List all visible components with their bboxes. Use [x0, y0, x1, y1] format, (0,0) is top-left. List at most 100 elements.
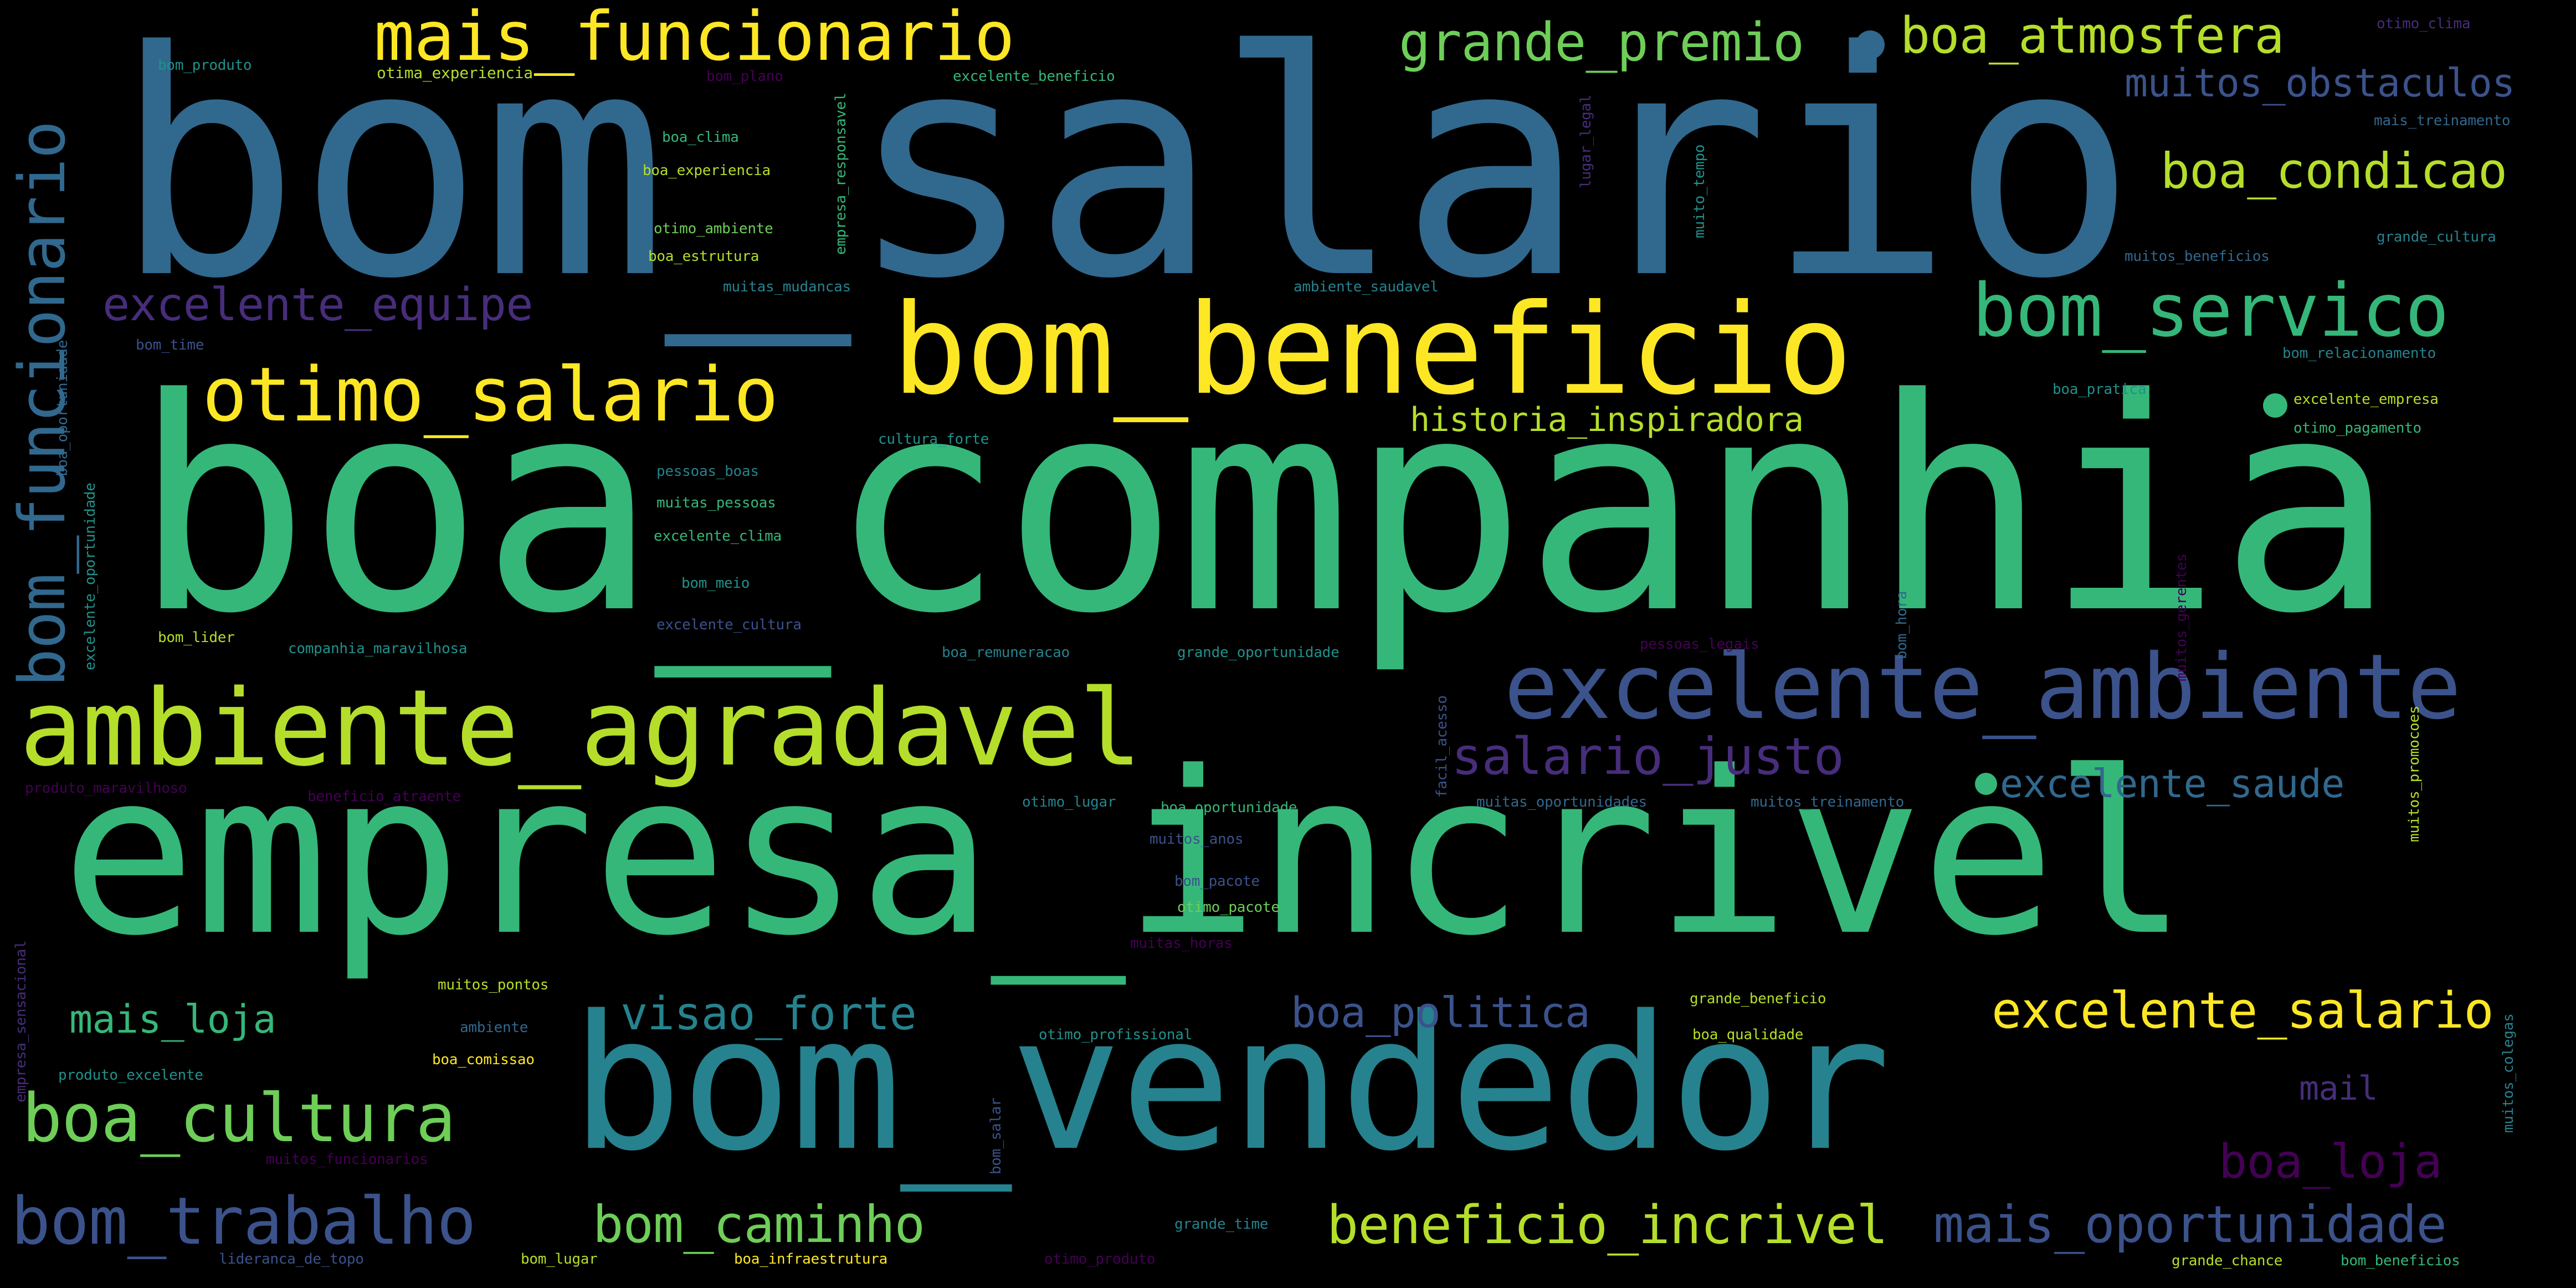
word-boa-cultura: boa_cultura — [22, 1080, 456, 1157]
dot-marker — [1975, 773, 1997, 795]
word-small: otimo_profissional — [1039, 1027, 1193, 1043]
word-salario-justo: salario_justo — [1451, 727, 1844, 786]
word-small: excelente_empresa — [2293, 391, 2439, 408]
word-small: bom_time — [136, 337, 204, 353]
word-small: excelente_beneficio — [953, 68, 1115, 85]
word-small: otimo_pacote — [1177, 899, 1280, 916]
word-boa-atmosfera: boa_atmosfera — [1900, 7, 2285, 65]
word-small: boa_remuneracao — [942, 644, 1070, 661]
word-excelente-salario: excelente_salario — [1992, 982, 2494, 1040]
word-mais-loja: mais_loja — [69, 997, 276, 1042]
word-bom-beneficio: bom_beneficio — [892, 278, 1853, 423]
word-small: ambiente — [460, 1019, 528, 1036]
word-small: muitas_mudancas — [723, 279, 851, 295]
word-small: boa_experiencia — [643, 162, 771, 179]
word-small: bom_lugar — [521, 1251, 598, 1268]
word-bom-vendedor: bom_vendedor — [571, 976, 1891, 1192]
word-small: bom_relacionamento — [2282, 345, 2436, 362]
word-small: muitos_anos — [1150, 831, 1244, 848]
word-small-vertical: bom_salar — [988, 1097, 1004, 1174]
word-boa-companhia: boa_companhia — [133, 336, 2396, 678]
word-otimo-salario: otimo_salario — [202, 351, 778, 438]
word-small-vertical: muitos_promocoes — [2406, 705, 2423, 842]
word-small: grande_chance — [2172, 1253, 2283, 1269]
word-small: boa_clima — [662, 129, 739, 146]
word-small: ambiente_saudavel — [1294, 279, 1439, 295]
word-small: pessoas_legais — [1640, 636, 1759, 653]
word-small: boa_qualidade — [1692, 1027, 1804, 1043]
word-small: boa_infraestrutura — [734, 1251, 888, 1268]
word-small: otimo_produto — [1044, 1251, 1156, 1268]
word-small-vertical: boa_oportunidade — [54, 340, 71, 476]
word-small-vertical: muito_tempo — [1691, 144, 1708, 238]
word-small: muitas_oportunidades — [1476, 794, 1647, 810]
word-small: grande_beneficio — [1690, 991, 1826, 1007]
word-bom-trabalho: bom_trabalho — [11, 1183, 476, 1259]
word-small: muitas_pessoas — [656, 495, 776, 511]
word-small-vertical: muitos_gerentes — [2173, 553, 2190, 681]
word-mail: mail — [2299, 1069, 2378, 1108]
word-small: grande_oportunidade — [1177, 644, 1340, 661]
word-small: muitos_beneficios — [2125, 248, 2270, 265]
word-small: bom_plano — [706, 68, 783, 85]
word-small: excelente_cultura — [656, 617, 802, 633]
word-small: boa_estrutura — [648, 248, 760, 265]
word-small-vertical: facil_acesso — [1434, 695, 1450, 798]
word-empresa-incrivel: empresa_incrivel — [61, 723, 2189, 985]
word-small-vertical: lugar_legal — [1578, 94, 1594, 188]
word-small: boa_comissao — [432, 1051, 535, 1068]
word-small: companhia_maravilhosa — [288, 640, 468, 657]
word-small: otima_experiencia — [377, 64, 533, 82]
word-small-vertical: muitos_colegas — [2500, 1013, 2517, 1133]
word-small: bom_meio — [681, 575, 750, 592]
word-boa-loja: boa_loja — [2219, 1135, 2442, 1189]
word-small: bom_produto — [158, 57, 252, 74]
word-small: cultura_forte — [878, 431, 989, 448]
word-small-vertical: excelente_oportunidade — [82, 483, 99, 670]
word-mais-oportunidade: mais_oportunidade — [1933, 1195, 2447, 1254]
word-small: muitas_horas — [1130, 935, 1233, 952]
word-small-vertical: empresa_sensacional — [13, 940, 29, 1102]
word-bom-salario: bom_salario — [114, 0, 2137, 347]
word-small: bom_pacote — [1174, 873, 1260, 890]
word-small: beneficio_atraente — [307, 788, 461, 805]
word-small: otimo_ambiente — [654, 220, 773, 237]
word-small: produto_maravilhoso — [25, 780, 187, 797]
word-small: boa_pratica — [2052, 381, 2147, 398]
word-boa-condicao: boa_condicao — [2161, 142, 2507, 199]
word-visao-forte: visao_forte — [620, 988, 917, 1040]
word-small: mais_treinamento — [2374, 112, 2511, 129]
word-small: pessoas_boas — [656, 463, 759, 480]
word-small: lideranca_de_topo — [219, 1251, 364, 1268]
word-historia-inspiradora: historia_inspiradora — [1410, 401, 1804, 439]
word-small: boa_oportunidade — [1161, 799, 1297, 816]
word-small: produto_excelente — [58, 1067, 203, 1084]
word-small: muitos_treinamento — [1751, 794, 1905, 810]
word-boa-politica: boa_politica — [1291, 988, 1590, 1037]
word-small: excelente_clima — [654, 528, 782, 545]
word-small: bom_lider — [158, 629, 235, 646]
word-small: bom_beneficios — [2341, 1253, 2460, 1269]
word-small: grande_time — [1174, 1216, 1269, 1233]
word-mais-funcionario: mais_funcionario — [374, 0, 1015, 76]
word-small: muitos_funcionarios — [266, 1151, 428, 1168]
word-excelente-saude: excelente_saude — [2000, 761, 2344, 807]
word-grande-premio: grande_premio — [1399, 12, 1804, 73]
word-small: otimo_pagamento — [2293, 420, 2421, 437]
word-muitos-obstaculos: muitos_obstaculos — [2125, 60, 2515, 106]
dot-marker — [2263, 393, 2287, 418]
word-bom-servico: bom_servico — [1972, 268, 2449, 353]
word-small: otimo_lugar — [1022, 794, 1116, 810]
word-small-vertical: bom_hora — [1893, 591, 1910, 659]
word-bom-caminho: bom_caminho — [593, 1195, 925, 1254]
word-excelente-equipe: excelente_equipe — [102, 279, 533, 331]
word-ambiente-agradavel: ambiente_agradavel — [19, 667, 1142, 789]
word-beneficio-incrivel: beneficio_incrivel — [1327, 1195, 1888, 1256]
word-small: grande_cultura — [2377, 229, 2496, 245]
word-small-vertical: empresa_responsavel — [833, 93, 849, 255]
word-excelente-ambiente: excelente_ambiente — [1504, 635, 2461, 740]
word-small: muitos_pontos — [438, 977, 549, 993]
dot-marker — [1856, 30, 1885, 59]
word-small: otimo_clima — [2377, 16, 2471, 32]
